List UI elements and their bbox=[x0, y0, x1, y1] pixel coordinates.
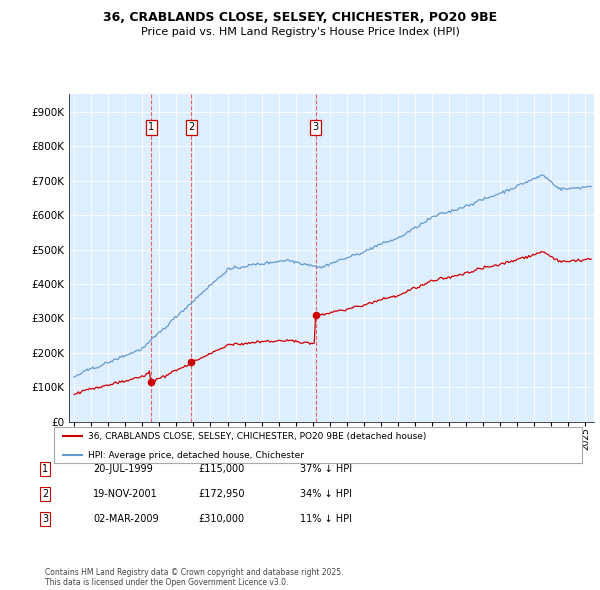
Text: 02-MAR-2009: 02-MAR-2009 bbox=[93, 514, 158, 523]
Text: 34% ↓ HPI: 34% ↓ HPI bbox=[300, 489, 352, 499]
Text: Contains HM Land Registry data © Crown copyright and database right 2025.
This d: Contains HM Land Registry data © Crown c… bbox=[45, 568, 343, 587]
Text: HPI: Average price, detached house, Chichester: HPI: Average price, detached house, Chic… bbox=[88, 451, 304, 460]
Text: £310,000: £310,000 bbox=[198, 514, 244, 523]
Text: 1: 1 bbox=[42, 464, 48, 474]
Text: £115,000: £115,000 bbox=[198, 464, 244, 474]
Text: 37% ↓ HPI: 37% ↓ HPI bbox=[300, 464, 352, 474]
Text: £172,950: £172,950 bbox=[198, 489, 245, 499]
Text: 36, CRABLANDS CLOSE, SELSEY, CHICHESTER, PO20 9BE: 36, CRABLANDS CLOSE, SELSEY, CHICHESTER,… bbox=[103, 11, 497, 24]
Text: 36, CRABLANDS CLOSE, SELSEY, CHICHESTER, PO20 9BE (detached house): 36, CRABLANDS CLOSE, SELSEY, CHICHESTER,… bbox=[88, 432, 427, 441]
Text: 11% ↓ HPI: 11% ↓ HPI bbox=[300, 514, 352, 523]
Text: 3: 3 bbox=[42, 514, 48, 523]
Text: 3: 3 bbox=[313, 122, 319, 132]
Text: 2: 2 bbox=[188, 122, 194, 132]
Text: 19-NOV-2001: 19-NOV-2001 bbox=[93, 489, 158, 499]
Text: Price paid vs. HM Land Registry's House Price Index (HPI): Price paid vs. HM Land Registry's House … bbox=[140, 27, 460, 37]
Text: 1: 1 bbox=[148, 122, 155, 132]
Text: 2: 2 bbox=[42, 489, 48, 499]
Text: 20-JUL-1999: 20-JUL-1999 bbox=[93, 464, 153, 474]
